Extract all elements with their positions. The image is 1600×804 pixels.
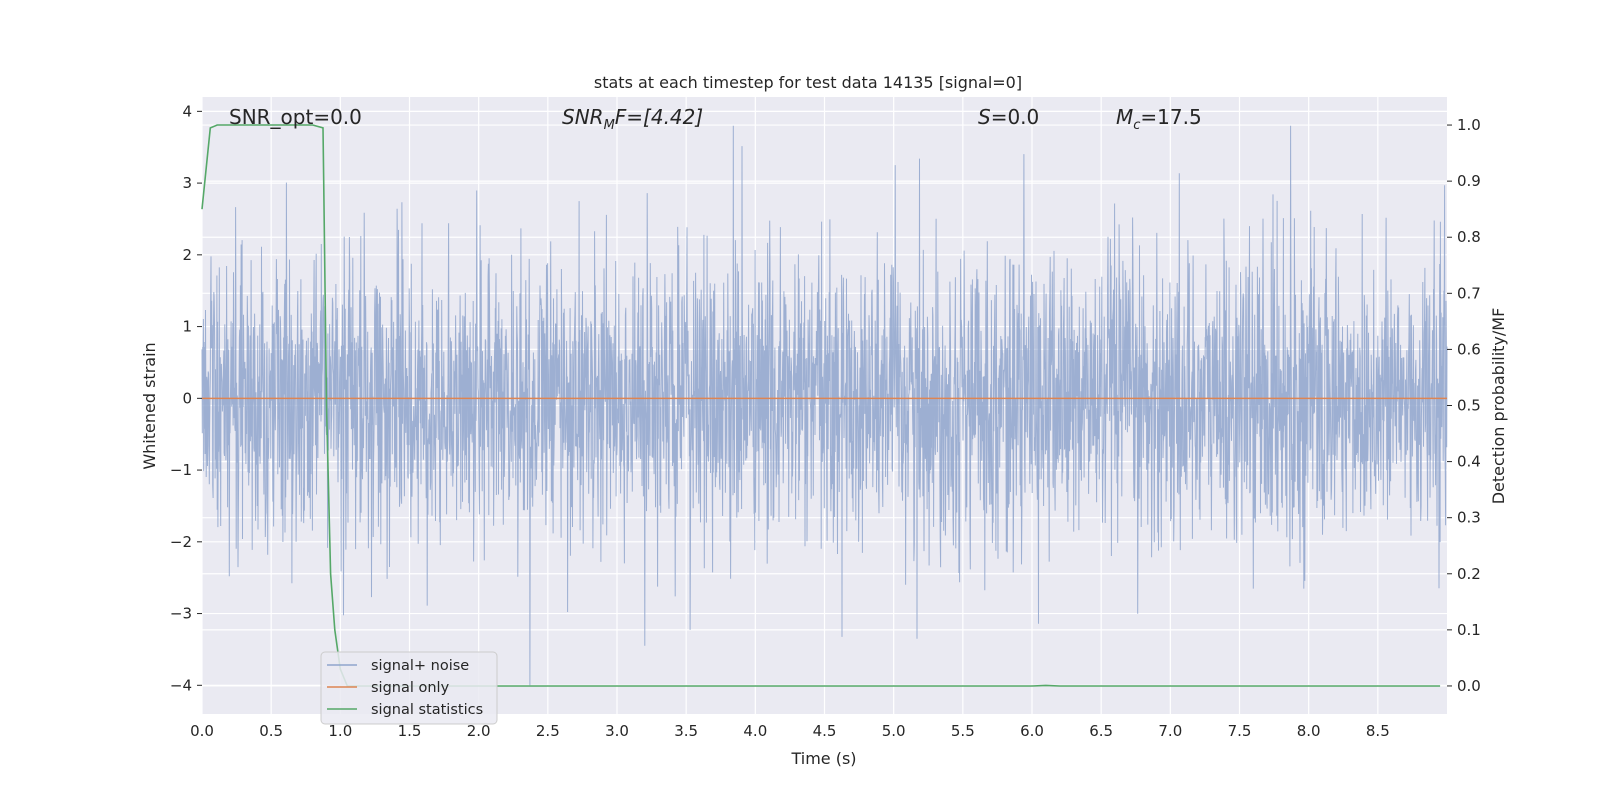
legend: signal+ noise signal only signal statist…: [320, 651, 498, 725]
y-tick-label-right: 0.6: [1457, 340, 1481, 358]
y-tick-label-left: 0: [182, 389, 192, 407]
snr-mf-base: SNR: [562, 105, 604, 129]
signal-noise-trace: [201, 125, 1448, 686]
x-axis-label: Time (s): [790, 749, 856, 768]
y-axis-right-label: Detection probability/MF: [1489, 308, 1508, 505]
x-tick-label: 1.5: [398, 722, 422, 740]
y-tick-label-right: 0.4: [1457, 453, 1481, 471]
x-tick-label: 5.0: [882, 722, 906, 740]
x-tick-label: 2.0: [467, 722, 491, 740]
series-line-signal-statistics: [201, 124, 1441, 687]
y-axis-left-ticks: −4 −3 −2 −1 0 1 2 3 4: [170, 102, 202, 694]
y-tick-label-left: 1: [182, 318, 192, 336]
x-axis-ticks: 0.0 0.5 1.0 1.5 2.0 2.5 3.0 3.5 4.0 4.5 5.0 5.5 6.0 6…: [190, 722, 1390, 740]
y-tick-label-left: 4: [182, 102, 192, 120]
annotation-s: S=0.0: [978, 105, 1039, 129]
x-tick-label: 6.0: [1020, 722, 1044, 740]
x-tick-label: 8.5: [1366, 722, 1390, 740]
annotation-snr-opt: SNR_opt=0.0: [229, 105, 362, 129]
x-tick-label: 7.0: [1158, 722, 1182, 740]
x-tick-label: 5.5: [951, 722, 975, 740]
y-tick-label-right: 0.5: [1457, 397, 1481, 415]
x-tick-label: 6.5: [1089, 722, 1113, 740]
y-tick-label-left: −1: [170, 461, 192, 479]
x-tick-label: 2.5: [536, 722, 560, 740]
y-tick-label-right: 0.2: [1457, 565, 1481, 583]
y-tick-label-right: 0.1: [1457, 621, 1481, 639]
x-tick-label: 7.5: [1228, 722, 1252, 740]
snr-mf-sub: M: [604, 118, 615, 133]
x-tick-label: 0.0: [190, 722, 214, 740]
x-tick-label: 0.5: [259, 722, 283, 740]
y-tick-label-right: 0.8: [1457, 228, 1481, 246]
x-tick-label: 4.5: [813, 722, 837, 740]
snr-mf-rest: F=[4.42]: [615, 105, 703, 129]
y-tick-label-left: 2: [182, 246, 192, 264]
legend-label-stats: signal statistics: [371, 702, 483, 718]
y-tick-label-left: −3: [170, 605, 192, 623]
x-tick-label: 8.0: [1297, 722, 1321, 740]
mc-base: M: [1116, 105, 1133, 129]
y-tick-label-right: 0.7: [1457, 284, 1481, 302]
legend-label-noise: signal+ noise: [371, 658, 469, 674]
s-rest: =0.0: [991, 105, 1040, 129]
chart-title: stats at each timestep for test data 141…: [594, 73, 1022, 92]
legend-label-signal: signal only: [371, 680, 450, 696]
series-lines: [201, 124, 1447, 687]
x-tick-label: 3.5: [674, 722, 698, 740]
y-tick-label-left: 3: [182, 174, 192, 192]
y-tick-label-right: 0.0: [1457, 677, 1481, 695]
y-tick-label-right: 0.9: [1457, 172, 1481, 190]
mc-rest: =17.5: [1140, 105, 1201, 129]
x-tick-label: 4.0: [743, 722, 767, 740]
s-var: S: [978, 105, 991, 129]
x-tick-label: 1.0: [328, 722, 352, 740]
y-axis-left-label: Whitened strain: [140, 342, 159, 469]
x-tick-label: 3.0: [605, 722, 629, 740]
annotation-mc: Mc=17.5: [1116, 105, 1202, 133]
y-tick-label-left: −4: [170, 676, 192, 694]
legend-box: [320, 651, 498, 725]
mc-sub: c: [1133, 118, 1140, 133]
snr-mf-rest-text: F=[4.42]: [615, 105, 703, 129]
series-line-signal-noise: [201, 125, 1448, 686]
y-tick-label-right: 0.3: [1457, 509, 1481, 527]
y-axis-right-ticks: 0.0 0.1 0.2 0.3 0.4 0.5 0.6 0.7 0.8 0.9 1.0: [1447, 116, 1481, 695]
y-tick-label-right: 1.0: [1457, 116, 1481, 134]
annotation-snr-mf: SNRMF=[4.42]: [562, 105, 703, 133]
y-tick-label-left: −2: [170, 533, 192, 551]
